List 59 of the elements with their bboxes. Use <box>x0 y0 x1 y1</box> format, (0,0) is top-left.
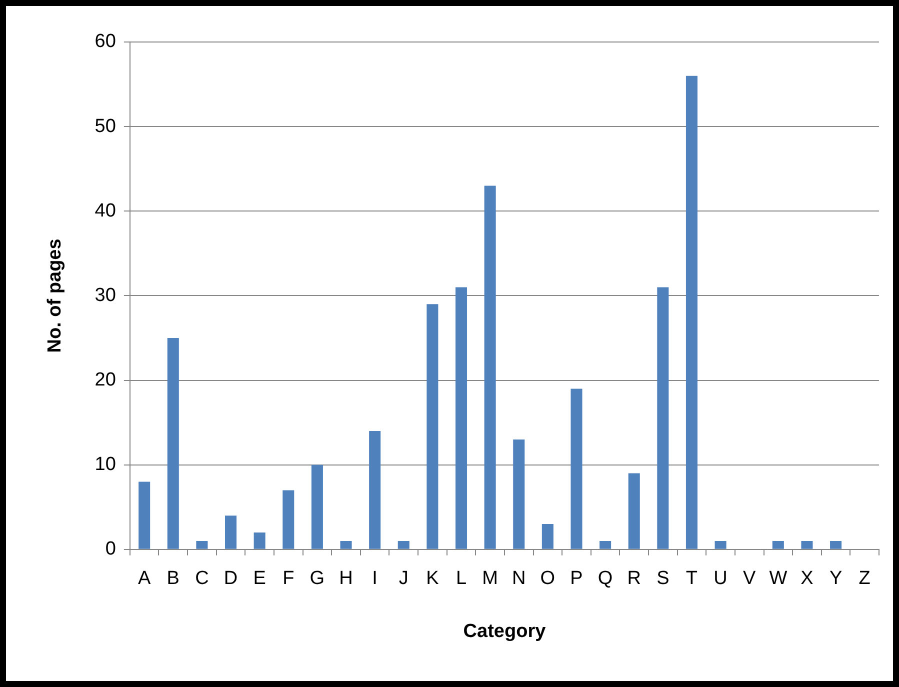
bar <box>455 287 468 549</box>
x-tick-label: P <box>570 568 583 590</box>
x-tick-label: H <box>339 568 353 590</box>
bar <box>311 464 323 549</box>
x-tick-label: E <box>253 568 266 590</box>
bar <box>686 76 698 549</box>
bar <box>282 490 294 549</box>
x-tick-label: W <box>769 568 788 590</box>
x-tick-label: Z <box>858 568 871 590</box>
y-tick-label: 30 <box>94 284 116 306</box>
bar <box>542 524 554 549</box>
bar <box>484 186 496 549</box>
x-tick-label: Y <box>829 568 842 590</box>
bar <box>830 540 842 549</box>
x-tick-label: Q <box>598 568 613 590</box>
x-tick-label: T <box>686 568 698 590</box>
x-tick-label: R <box>627 568 641 590</box>
x-axis-title: Category <box>463 620 546 642</box>
bar <box>167 338 179 549</box>
x-tick-label: B <box>166 568 180 590</box>
bar <box>801 540 813 549</box>
bar <box>600 540 612 549</box>
x-tick-label: D <box>224 568 238 590</box>
x-tick-label: A <box>138 568 151 590</box>
bar <box>340 540 352 549</box>
x-tick-label: K <box>426 568 440 590</box>
y-tick-label: 20 <box>94 370 116 390</box>
x-tick-label: S <box>656 568 670 590</box>
x-tick-label: G <box>310 568 325 590</box>
bar <box>254 532 266 549</box>
x-tick-label: M <box>482 568 498 590</box>
bar <box>196 540 208 549</box>
bar <box>628 473 640 549</box>
y-axis-title: No. of pages <box>44 238 66 353</box>
bar <box>225 516 237 549</box>
x-tick-label: N <box>512 568 526 590</box>
x-tick-label: J <box>398 568 408 590</box>
bar <box>138 482 150 549</box>
x-tick-label: L <box>456 568 467 590</box>
y-tick-label: 40 <box>94 200 116 222</box>
x-tick-label: C <box>195 568 209 590</box>
bar <box>772 540 784 549</box>
x-tick-label: X <box>800 568 814 590</box>
bar <box>570 388 582 549</box>
bar <box>513 439 525 549</box>
y-tick-label: 50 <box>94 116 116 137</box>
bar <box>398 540 410 549</box>
bar <box>426 304 438 549</box>
x-tick-label: I <box>372 568 378 590</box>
bar <box>714 540 726 549</box>
x-tick-label: U <box>714 568 728 590</box>
bar <box>657 287 669 549</box>
y-tick-label: 60 <box>94 31 116 52</box>
y-tick-label: 0 <box>105 538 116 560</box>
x-tick-label: O <box>540 568 556 590</box>
bar <box>369 431 381 549</box>
x-tick-label: V <box>743 568 756 590</box>
y-tick-label: 10 <box>94 454 116 476</box>
x-tick-label: F <box>282 568 294 590</box>
